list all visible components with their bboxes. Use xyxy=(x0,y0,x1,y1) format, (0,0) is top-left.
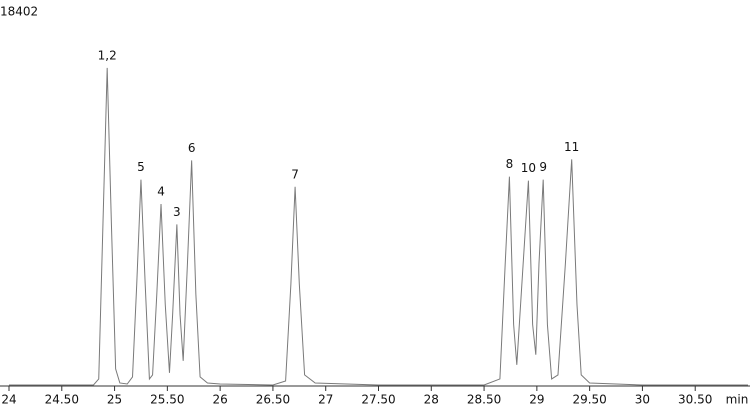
peak-label: 1,2 xyxy=(98,48,117,62)
x-axis-label: min xyxy=(726,393,749,407)
peak-label: 3 xyxy=(173,205,181,219)
peak-label: 6 xyxy=(188,141,196,155)
peak-label: 11 xyxy=(564,140,579,154)
peak-label: 8 xyxy=(506,157,514,171)
y-tick-label: 18402 xyxy=(0,5,38,19)
x-tick-label: 30.50 xyxy=(678,393,712,407)
peak-label: 7 xyxy=(291,167,299,181)
x-tick-label: 24 xyxy=(1,393,16,407)
trace xyxy=(9,67,748,386)
x-tick-label: 28 xyxy=(424,393,439,407)
x-tick-label: 25.50 xyxy=(150,393,184,407)
x-tick-label: 30 xyxy=(635,393,650,407)
peak-label: 9 xyxy=(539,160,547,174)
x-tick-label: 26 xyxy=(213,393,228,407)
x-tick-label: 24.50 xyxy=(45,393,79,407)
x-tick-label: 27.50 xyxy=(361,393,395,407)
x-tick-label: 27 xyxy=(318,393,333,407)
peak-label: 4 xyxy=(157,185,165,199)
x-tick-label: 29.50 xyxy=(572,393,606,407)
peak-label: 10 xyxy=(521,161,536,175)
x-tick-label: 29 xyxy=(529,393,544,407)
peak-label: 5 xyxy=(137,160,145,174)
x-tick-label: 26.50 xyxy=(256,393,290,407)
x-tick-label: 25 xyxy=(107,393,122,407)
x-tick-label: 28.50 xyxy=(467,393,501,407)
